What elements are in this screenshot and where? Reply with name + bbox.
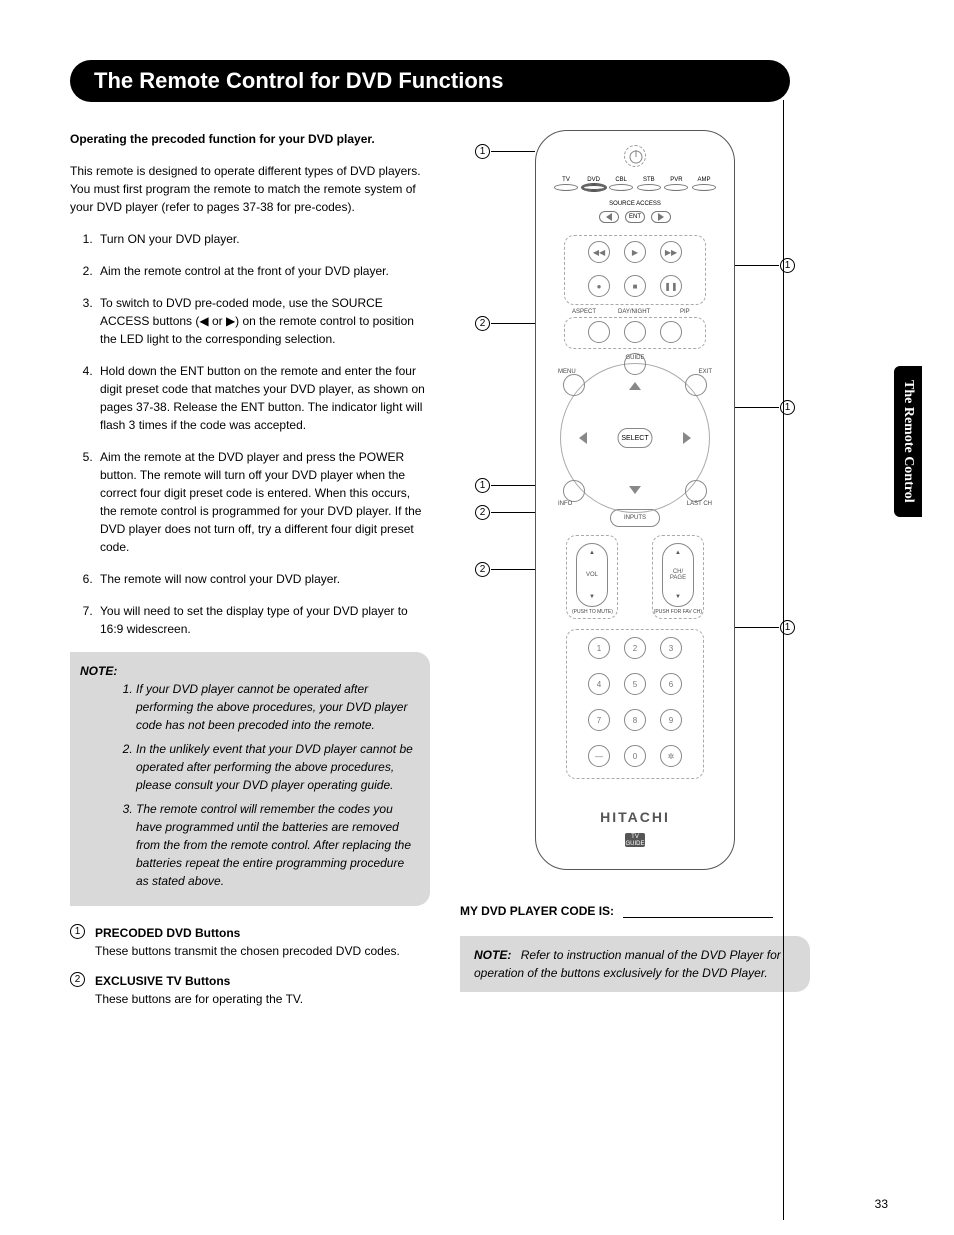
side-tab: The Remote Control	[894, 366, 922, 517]
callout-line	[491, 323, 535, 324]
keypad-row: 456	[588, 673, 682, 695]
brand-label: HITACHI	[536, 809, 734, 825]
transport-row2: ●■❚❚	[588, 275, 682, 297]
lastch-label: LAST CH	[687, 501, 712, 507]
callout-1: 1	[475, 144, 490, 159]
note-item: In the unlikely event that your DVD play…	[136, 740, 416, 794]
source-access-row: ENT	[599, 211, 671, 223]
legend-number-1: 1	[70, 924, 85, 939]
remote-outline: TV DVD CBL STB PVR AMP SOURCE ACCESS ENT	[535, 130, 735, 870]
vol-rocker: ▲VOL▼	[576, 543, 608, 607]
callout-line	[491, 512, 535, 513]
callout-line	[491, 151, 535, 152]
source-access-label: SOURCE ACCESS	[536, 201, 734, 207]
left-column: Operating the precoded function for your…	[70, 130, 430, 1020]
note-box-2: NOTE: Refer to instruction manual of the…	[460, 936, 810, 992]
led-row: TV DVD CBL STB PVR AMP	[554, 177, 716, 191]
callout-line	[735, 407, 779, 408]
step: The remote will now control your DVD pla…	[96, 570, 430, 588]
keypad-row: 123	[588, 637, 682, 659]
nav-circle: SELECT	[560, 363, 710, 513]
callout-1: 1	[475, 478, 490, 493]
callout-2: 2	[475, 316, 490, 331]
note-label: NOTE:	[474, 948, 511, 962]
legend-desc: These buttons are for operating the TV.	[95, 992, 303, 1006]
note-box: NOTE: If your DVD player cannot be opera…	[70, 652, 430, 906]
legend-title: EXCLUSIVE TV Buttons	[95, 974, 230, 988]
step: Aim the remote control at the front of y…	[96, 262, 430, 280]
step: Hold down the ENT button on the remote a…	[96, 362, 430, 434]
ch-rocker: ▲CH/ PAGE▼	[662, 543, 694, 607]
page-title: The Remote Control for DVD Functions	[70, 60, 790, 102]
legend: 1 PRECODED DVD Buttons These buttons tra…	[70, 924, 430, 1008]
legend-desc: These buttons transmit the chosen precod…	[95, 944, 400, 958]
mute-label: (PUSH TO MUTE)	[572, 609, 613, 615]
step: Turn ON your DVD player.	[96, 230, 430, 248]
step: To switch to DVD pre-coded mode, use the…	[96, 294, 430, 348]
callout-2: 2	[475, 562, 490, 577]
tvguide-logo: TV GUIDE	[625, 833, 645, 847]
callout-line	[491, 569, 535, 570]
callout-2: 2	[475, 505, 490, 520]
power-button	[624, 145, 646, 167]
remote-diagram: 1 2 1 2 2 1 1 1	[475, 130, 795, 890]
step: Aim the remote at the DVD player and pre…	[96, 448, 430, 556]
page-number: 33	[875, 1197, 888, 1211]
right-column: 1 2 1 2 2 1 1 1	[460, 130, 810, 1020]
code-blank	[623, 917, 773, 918]
note-item: If your DVD player cannot be operated af…	[136, 680, 416, 734]
legend-number-2: 2	[70, 972, 85, 987]
inputs-button	[610, 509, 660, 527]
keypad-row: —0✲	[588, 745, 682, 767]
pip-label: PIP	[680, 309, 690, 315]
legend-title: PRECODED DVD Buttons	[95, 926, 240, 940]
callout-line	[735, 265, 779, 266]
intro-text: This remote is designed to operate diffe…	[70, 162, 430, 216]
callout-line	[735, 627, 779, 628]
select-button: SELECT	[618, 428, 653, 448]
daynight-label: DAY/NIGHT	[618, 309, 650, 315]
keypad-row: 789	[588, 709, 682, 731]
fav-label: (PUSH FOR FAV CH)	[654, 609, 702, 615]
margin-rule	[783, 100, 784, 1220]
note-item: The remote control will remember the cod…	[136, 800, 416, 890]
callout-line	[491, 485, 535, 486]
mode-row	[588, 321, 682, 343]
note-text: Refer to instruction manual of the DVD P…	[474, 948, 781, 980]
code-line: MY DVD PLAYER CODE IS:	[460, 904, 810, 918]
info-label: INFO	[558, 501, 572, 507]
subhead: Operating the precoded function for your…	[70, 130, 430, 148]
note-label: NOTE:	[80, 664, 117, 678]
aspect-label: ASPECT	[572, 309, 596, 315]
transport-row1: ◀◀▶▶▶	[588, 241, 682, 263]
step: You will need to set the display type of…	[96, 602, 430, 638]
steps-list: Turn ON your DVD player. Aim the remote …	[96, 230, 430, 638]
